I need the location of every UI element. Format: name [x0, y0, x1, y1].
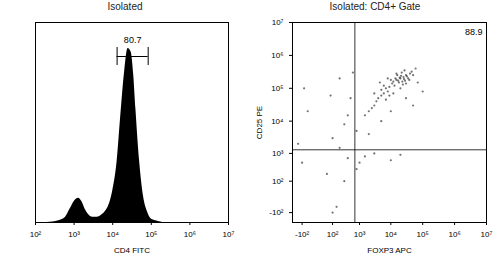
- svg-text:10⁵: 10⁵: [271, 84, 283, 93]
- svg-text:10⁷: 10⁷: [223, 230, 235, 239]
- svg-text:10⁷: 10⁷: [481, 230, 493, 239]
- svg-text:CD25 PE: CD25 PE: [255, 106, 264, 139]
- svg-text:88.9: 88.9: [465, 27, 483, 37]
- svg-text:10⁵: 10⁵: [417, 230, 429, 239]
- svg-text:-10²: -10²: [295, 230, 310, 239]
- svg-text:10⁶: 10⁶: [448, 230, 460, 239]
- svg-text:10⁵: 10⁵: [145, 230, 157, 239]
- svg-text:10²: 10²: [272, 177, 284, 186]
- svg-text:10³: 10³: [354, 230, 366, 239]
- svg-text:10²: 10²: [327, 230, 339, 239]
- svg-text:10⁶: 10⁶: [271, 51, 283, 60]
- svg-text:10³: 10³: [68, 230, 80, 239]
- svg-text:10²: 10²: [30, 230, 42, 239]
- svg-text:-10²: -10²: [269, 208, 284, 217]
- html-text:Isolated: Isolated: [107, 1, 143, 12]
- svg-text:CD4 FITC: CD4 FITC: [114, 246, 150, 255]
- svg-text:10⁴: 10⁴: [385, 230, 398, 239]
- svg-text:10⁴: 10⁴: [271, 117, 284, 126]
- svg-text:10⁴: 10⁴: [107, 230, 120, 239]
- svg-text:10⁶: 10⁶: [184, 230, 196, 239]
- svg-text:10³: 10³: [272, 149, 284, 158]
- svg-text:80.7: 80.7: [124, 35, 142, 45]
- html-text:Isolated: CD4+ Gate: Isolated: CD4+ Gate: [329, 1, 421, 12]
- svg-text:10⁷: 10⁷: [272, 18, 284, 27]
- svg-text:FOXP3 APC: FOXP3 APC: [367, 246, 412, 255]
